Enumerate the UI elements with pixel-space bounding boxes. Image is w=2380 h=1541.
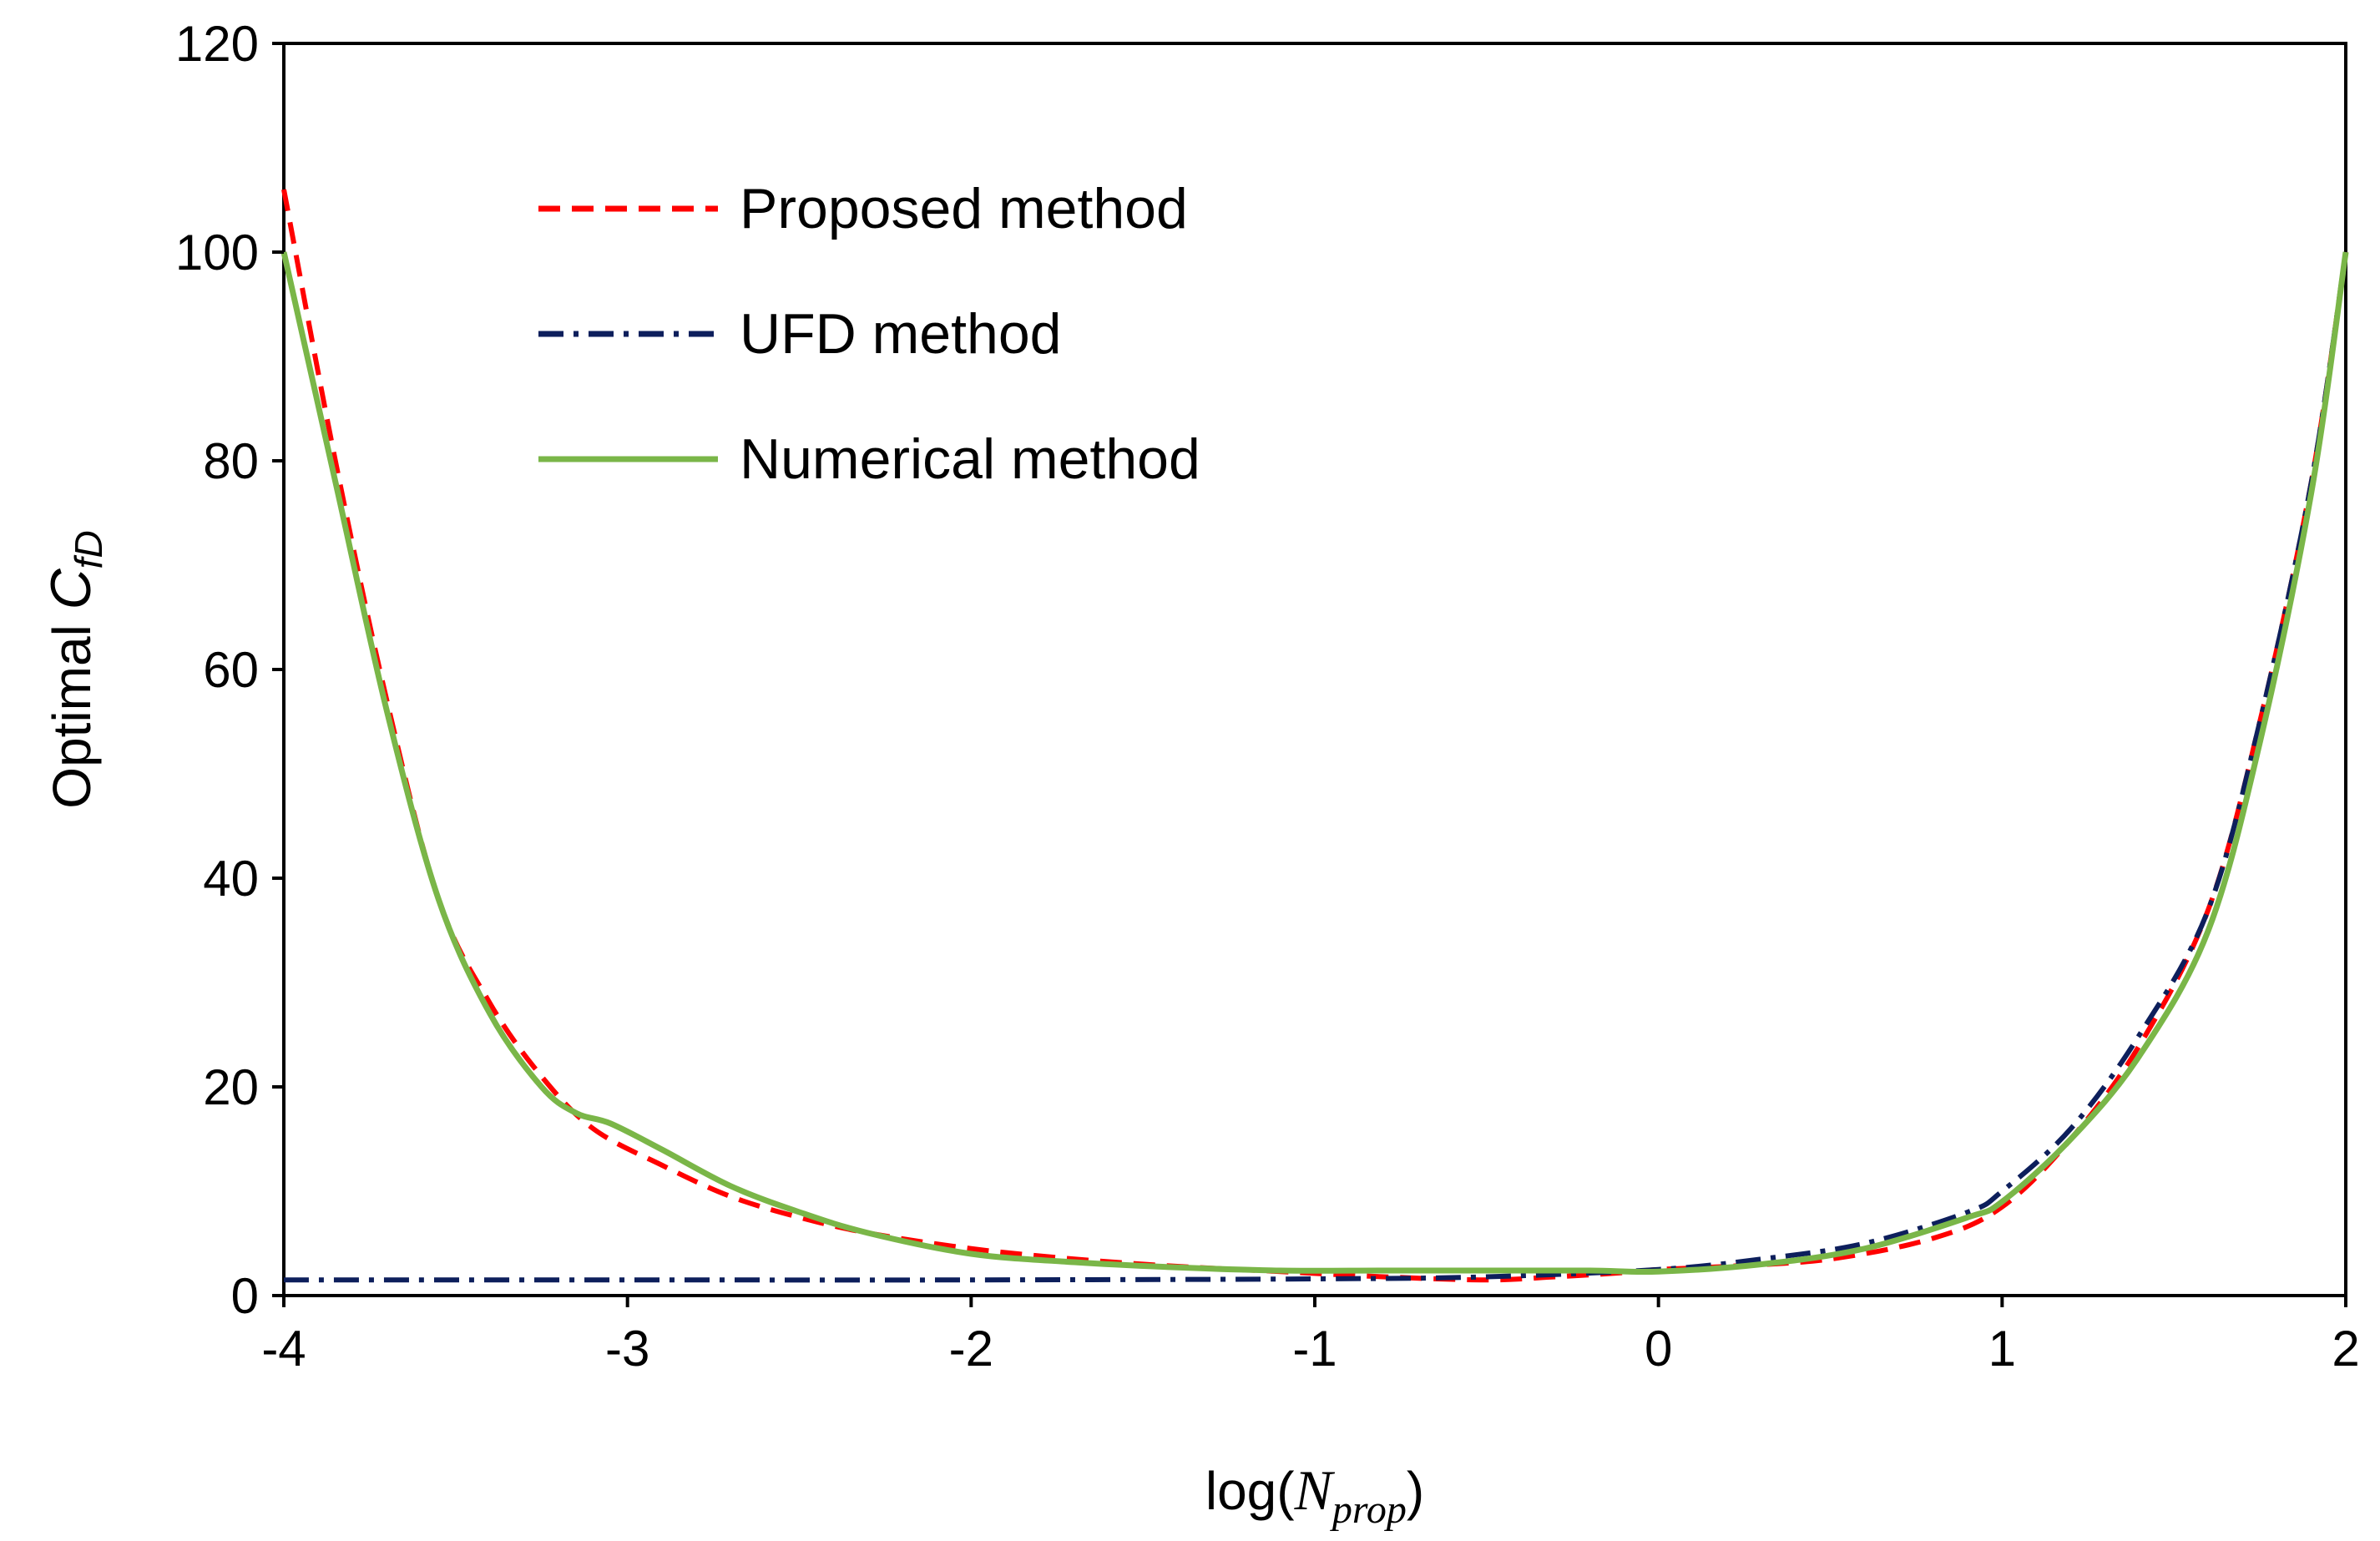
series-layer [280,189,2349,1283]
x-axis-title-variable: N [1294,1458,1336,1522]
x-axis-title-subscript: prop [1330,1488,1407,1532]
y-axis-title-prefix: Optimal [42,609,102,808]
x-tick-label: -3 [605,1321,649,1377]
x-axis-title: log(Nprop) [1205,1458,1424,1532]
y-tick-label: 120 [175,16,259,72]
y-tick-label: 40 [203,851,259,907]
legend-label-numerical: Numerical method [740,427,1200,491]
y-tick-label: 100 [175,225,259,280]
legend: Proposed method UFD method Numerical met… [538,177,1200,491]
x-tick-label: -4 [261,1321,306,1377]
x-axis-title-suffix: ) [1407,1461,1424,1521]
y-tick-label: 60 [203,642,259,698]
x-axis-title-prefix: log( [1205,1461,1295,1521]
y-axis-title: Optimal CfD [39,530,110,808]
x-tick-label: 2 [2332,1321,2359,1377]
legend-label-proposed: Proposed method [740,177,1188,240]
y-axis-title-subscript: fD [67,530,110,568]
series-line-numerical [280,251,2349,1276]
x-tick-label: 1 [1988,1321,2016,1377]
x-tick-label: -2 [949,1321,993,1377]
y-tick-label: 0 [231,1268,259,1324]
x-tick-label: 0 [1645,1321,1672,1377]
y-tick-label: 20 [203,1059,259,1115]
y-axis-title-variable: C [39,568,103,609]
series-line-ufd [284,251,2348,1283]
series-line-proposed [281,189,2348,1283]
plot-frame [282,42,2347,1297]
y-tick-label: 80 [203,433,259,489]
legend-label-ufd: UFD method [740,302,1061,366]
x-tick-label: -1 [1292,1321,1337,1377]
